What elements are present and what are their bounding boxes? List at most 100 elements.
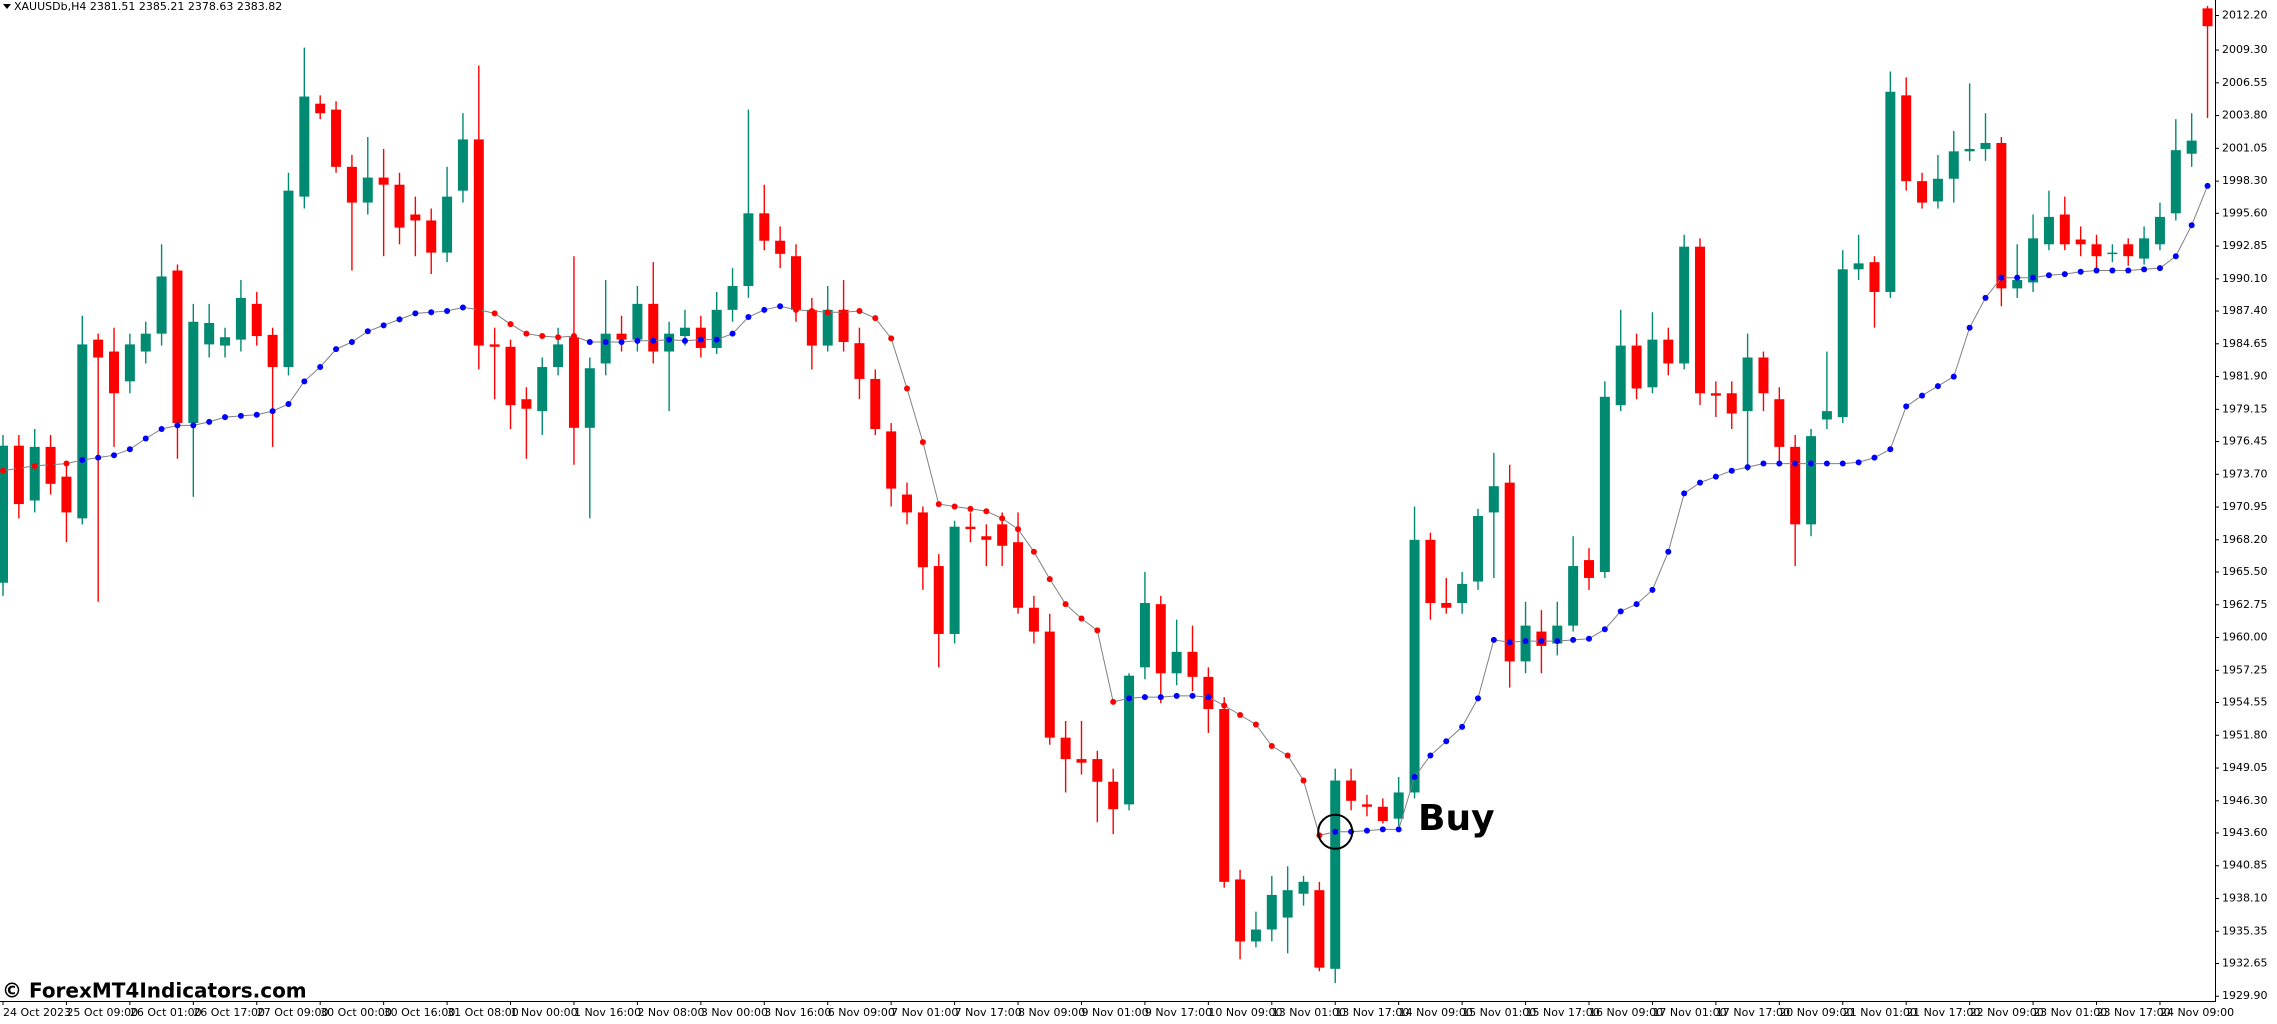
x-tick-label: 25 Oct 09:00: [66, 1006, 138, 1019]
indicator-dot: [491, 310, 498, 317]
x-tick-label: 21 Nov 01:00: [1843, 1006, 1917, 1019]
indicator-dot: [729, 330, 736, 337]
indicator-dot: [808, 308, 815, 315]
candle-body: [981, 536, 992, 540]
indicator-dot: [237, 412, 244, 419]
candle-body: [426, 220, 437, 253]
candle-body: [1932, 178, 1943, 202]
candle-body: [235, 297, 246, 340]
y-tick-label: 1929.90: [2222, 989, 2268, 1002]
candle-body: [2091, 244, 2102, 257]
indicator-dot: [1586, 635, 1592, 642]
candle-body: [1203, 676, 1214, 710]
y-tick-label: 1938.10: [2222, 892, 2268, 905]
indicator-dot: [1776, 460, 1783, 467]
candle-body: [759, 213, 770, 241]
x-tick-label: 13 Nov 17:00: [1335, 1006, 1409, 1019]
candle-body: [109, 351, 120, 394]
candle-body: [1044, 631, 1055, 738]
candle-body: [1742, 357, 1753, 412]
plot: [0, 5, 2213, 984]
indicator-dot: [1474, 695, 1481, 702]
candle-body: [2139, 238, 2150, 259]
candle-body: [854, 343, 865, 379]
x-tick-label: 15 Nov 01:00: [1462, 1006, 1536, 1019]
indicator-dot: [2093, 267, 2100, 274]
indicator-dot: [348, 339, 355, 346]
indicator-dot: [1919, 392, 1926, 399]
indicator-dot: [1078, 615, 1085, 622]
indicator-dot: [681, 337, 688, 344]
candle-body: [410, 214, 421, 221]
candle-body: [806, 309, 817, 346]
indicator-dot: [1808, 460, 1815, 467]
candle-body: [1235, 879, 1246, 942]
indicator-dot: [1126, 695, 1133, 702]
candle-body: [1599, 396, 1610, 572]
candle-body: [965, 526, 976, 530]
indicator-dot: [2077, 268, 2084, 275]
candle-body: [172, 270, 183, 424]
y-tick-label: 1968.20: [2222, 533, 2268, 546]
x-tick-label: 20 Nov 09:00: [1779, 1006, 1853, 1019]
candle-body: [378, 177, 389, 185]
candle-body: [2028, 238, 2039, 283]
indicator-dot: [507, 321, 514, 328]
indicator-dot: [2125, 267, 2132, 274]
candle-body: [679, 327, 690, 337]
y-tick-label: 2003.80: [2222, 109, 2268, 122]
x-tick-label: 2 Nov 08:00: [637, 1006, 704, 1019]
indicator-dot: [904, 385, 911, 392]
candle-body: [1457, 583, 1468, 603]
candle-body: [1901, 95, 1912, 182]
indicator-dot: [158, 426, 165, 432]
candle-body: [1758, 357, 1769, 394]
indicator-dot: [285, 400, 292, 407]
indicator-dot: [2061, 271, 2068, 278]
indicator-dot: [206, 418, 213, 425]
indicator-dot: [761, 306, 768, 313]
candle-body: [1330, 780, 1341, 969]
candle-body: [711, 309, 722, 348]
candle-body: [1948, 151, 1959, 179]
candle-body: [1393, 792, 1404, 819]
candle-body: [727, 286, 738, 310]
candle-body: [1346, 780, 1357, 801]
indicator-dot: [31, 462, 38, 469]
candle-body: [283, 190, 294, 368]
y-tick-label: 1998.30: [2222, 174, 2268, 187]
y-tick-label: 1992.85: [2222, 239, 2268, 252]
indicator-dot: [1934, 383, 1941, 390]
indicator-dot: [1189, 692, 1196, 699]
indicator-dot: [555, 334, 562, 341]
indicator-dot: [396, 316, 403, 323]
candle-body: [124, 344, 135, 382]
y-tick-label: 1979.15: [2222, 402, 2268, 415]
indicator-dot: [1601, 626, 1608, 633]
indicator-dot: [1443, 738, 1450, 745]
indicator-dot: [872, 315, 879, 322]
indicator-dot: [364, 328, 371, 335]
x-tick-label: 13 Nov 01:00: [1272, 1006, 1346, 1019]
candle-body: [886, 431, 897, 489]
indicator-dot: [1887, 446, 1894, 453]
candle-body: [1441, 602, 1452, 608]
indicator-dot: [126, 446, 133, 453]
indicator-dot: [840, 309, 847, 316]
candle-body: [267, 334, 278, 368]
candle-body: [61, 476, 72, 513]
y-tick-label: 1949.05: [2222, 761, 2268, 774]
candle-body: [1917, 181, 1928, 203]
indicator-dot: [999, 515, 1006, 522]
candle-body: [2202, 8, 2213, 27]
x-tick-label: 17 Nov 17:00: [1716, 1006, 1790, 1019]
candle-body: [521, 399, 532, 409]
candle-body: [1980, 143, 1991, 149]
x-tick-label: 27 Oct 09:00: [257, 1006, 329, 1019]
candle-body: [1806, 436, 1817, 525]
indicator-dot: [1538, 638, 1545, 645]
candle-body: [1282, 890, 1293, 918]
indicator-dot: [586, 339, 593, 346]
x-tick-label: 7 Nov 17:00: [955, 1006, 1022, 1019]
